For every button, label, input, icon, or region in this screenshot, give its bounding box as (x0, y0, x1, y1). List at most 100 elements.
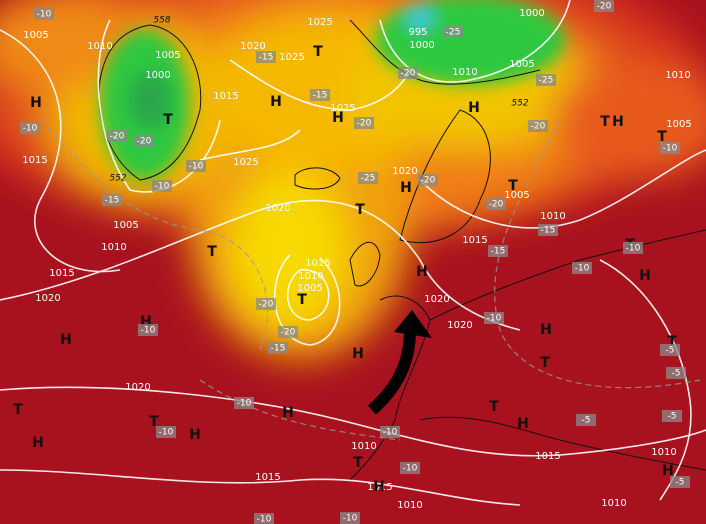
temperature-label-box (662, 410, 682, 422)
temperature-label-box (340, 512, 360, 524)
temperature-label-box (484, 312, 504, 324)
isobar-label: 1010 (452, 67, 477, 78)
isobar-label: 1010 (298, 271, 323, 282)
pressure-center: T (657, 129, 667, 145)
temperature-label-box (152, 180, 172, 192)
temperature-label: -10 (663, 144, 678, 154)
temperature-label: -25 (539, 76, 554, 86)
temperature-label: -15 (313, 91, 328, 101)
temperature-label: -15 (541, 226, 556, 236)
labels: 1005101010051000102010251025101510251025… (13, 0, 692, 524)
temperature-label: -15 (105, 196, 120, 206)
temperature-label-box (666, 367, 686, 379)
temperature-label-box (528, 120, 548, 132)
temperature-label: -10 (155, 182, 170, 192)
pressure-center: H (352, 346, 364, 362)
height-label: 552 (511, 99, 528, 109)
isobar-label: 1005 (666, 119, 691, 130)
temperature-label: -10 (37, 10, 52, 20)
pressure-center: T (353, 455, 363, 471)
pressure-center: T (207, 244, 217, 260)
pressure-center: T (540, 355, 550, 371)
isobar-label: 1015 (22, 155, 47, 166)
temperature-label: -20 (597, 2, 612, 12)
temperature-label-box (102, 194, 122, 206)
temperature-label-box (234, 397, 254, 409)
temperature-label: -20 (401, 69, 416, 79)
temperature-label: -15 (271, 344, 286, 354)
isobar-label: 1020 (125, 382, 150, 393)
isobar-label: 1020 (447, 320, 472, 331)
isobar-label: 1020 (35, 293, 60, 304)
temperature-label: -20 (137, 137, 152, 147)
temperature-label-box (488, 245, 508, 257)
isobar-label: 1010 (351, 441, 376, 452)
temperature-label-box (310, 89, 330, 101)
isobar-label: 1015 (305, 258, 330, 269)
pressure-center: T (163, 112, 173, 128)
temperature-label-box (398, 67, 418, 79)
isobar-label: 995 (408, 27, 427, 38)
temperature-label-box (380, 426, 400, 438)
pressure-center: H (662, 463, 674, 479)
temperature-label-box (670, 476, 690, 488)
isobar-label: 1010 (87, 41, 112, 52)
temperature-label: -25 (446, 28, 461, 38)
pressure-center: T (600, 114, 610, 130)
isobar-label: 1020 (240, 41, 265, 52)
isobar-label: 1015 (255, 472, 280, 483)
temperature-label: -10 (575, 264, 590, 274)
temperature-label: -25 (361, 174, 376, 184)
temperature-label: -20 (281, 328, 296, 338)
height-label: 552 (109, 174, 126, 184)
temperature-label: -20 (110, 132, 125, 142)
isobar-label: 1005 (113, 220, 138, 231)
temperature-label: -20 (531, 122, 546, 132)
pressure-center: H (540, 322, 552, 338)
pressure-center: H (517, 416, 529, 432)
pressure-center: H (282, 405, 294, 421)
temperature-label-box (660, 142, 680, 154)
isobar-label: 1015 (49, 268, 74, 279)
temperature-label: -10 (343, 514, 358, 524)
temperature-label-box (594, 0, 614, 12)
pressure-center: T (313, 44, 323, 60)
temperature-label: -10 (257, 515, 272, 524)
isobar-label: 1010 (397, 500, 422, 511)
isobar-label: 1010 (601, 498, 626, 509)
pressure-center: H (60, 332, 72, 348)
temperature-label-box (443, 26, 463, 38)
temperature-label-box (400, 462, 420, 474)
temperature-label: -10 (159, 428, 174, 438)
temperature-label: -10 (189, 162, 204, 172)
height-label: 558 (153, 16, 170, 26)
pressure-center: T (508, 178, 518, 194)
isobar-label: 1020 (424, 294, 449, 305)
temperature-label-box (156, 426, 176, 438)
temperature-label: -10 (23, 124, 38, 134)
isobar-label: 1000 (409, 40, 434, 51)
isobar-label: 1010 (540, 211, 565, 222)
isobar-label: 1010 (665, 70, 690, 81)
isobar-label: 1005 (297, 283, 322, 294)
isobar-label: 1025 (330, 103, 355, 114)
temperature-label-box (256, 51, 276, 63)
isobar-label: 1000 (519, 8, 544, 19)
temperature-label: -5 (672, 369, 681, 379)
isobar-label: 1005 (155, 50, 180, 61)
temperature-label: -5 (666, 346, 675, 356)
isobar-label: 1015 (213, 91, 238, 102)
isobar-label: 1020 (265, 203, 290, 214)
temperature-label: -5 (582, 416, 591, 426)
flow-arrow-head (394, 310, 432, 338)
temperature-label: -10 (626, 244, 641, 254)
temperature-label: -10 (487, 314, 502, 324)
pressure-center: H (416, 264, 428, 280)
temperature-label-box (268, 342, 288, 354)
isobar-label: 1015 (535, 451, 560, 462)
pressure-center: T (489, 399, 499, 415)
temperature-label: -15 (491, 247, 506, 257)
pressure-center: T (667, 334, 677, 350)
temperature-label: -20 (357, 119, 372, 129)
